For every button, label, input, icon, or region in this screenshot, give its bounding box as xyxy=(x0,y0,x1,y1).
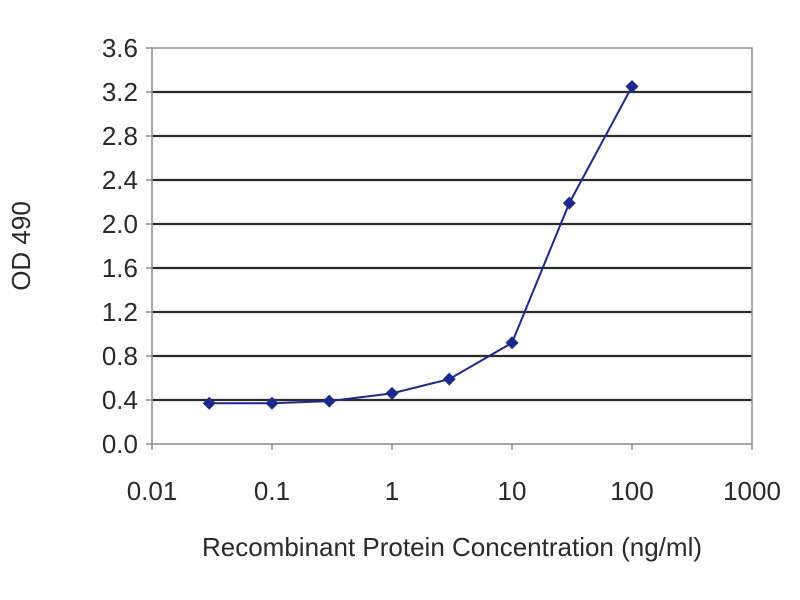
y-axis-ticks: 0.0 0.4 0.8 1.2 1.6 2.0 2.4 2.8 3.2 3.6 xyxy=(102,33,152,459)
y-tick-label: 2.8 xyxy=(102,121,138,151)
data-point xyxy=(202,396,216,410)
x-tick-label: 0.1 xyxy=(254,476,290,506)
y-tick-label: 3.6 xyxy=(102,33,138,63)
data-point xyxy=(265,396,279,410)
y-tick-label: 1.6 xyxy=(102,253,138,283)
x-tick-label: 0.01 xyxy=(127,476,178,506)
x-axis-ticks: 0.01 0.1 1 10 100 1000 xyxy=(127,444,781,506)
x-tick-label: 100 xyxy=(610,476,653,506)
y-tick-label: 3.2 xyxy=(102,77,138,107)
data-point xyxy=(442,372,456,386)
data-point xyxy=(562,196,576,210)
y-tick-label: 0.8 xyxy=(102,341,138,371)
y-tick-label: 0.4 xyxy=(102,385,138,415)
data-point xyxy=(505,336,519,350)
plot-area xyxy=(151,47,753,445)
x-tick-label: 10 xyxy=(498,476,527,506)
data-point xyxy=(625,80,639,93)
x-tick-label: 1000 xyxy=(723,476,781,506)
y-tick-label: 0.0 xyxy=(102,429,138,459)
data-point xyxy=(322,394,336,408)
series-line xyxy=(209,86,633,405)
y-tick-label: 2.4 xyxy=(102,165,138,195)
y-axis-title: OD 490 xyxy=(6,201,36,291)
gridlines xyxy=(152,90,752,402)
x-axis-title: Recombinant Protein Concentration (ng/ml… xyxy=(202,532,702,562)
series-layer xyxy=(202,80,639,410)
x-tick-label: 1 xyxy=(385,476,399,506)
y-tick-label: 1.2 xyxy=(102,297,138,327)
y-tick-label: 2.0 xyxy=(102,209,138,239)
data-point xyxy=(385,386,399,400)
